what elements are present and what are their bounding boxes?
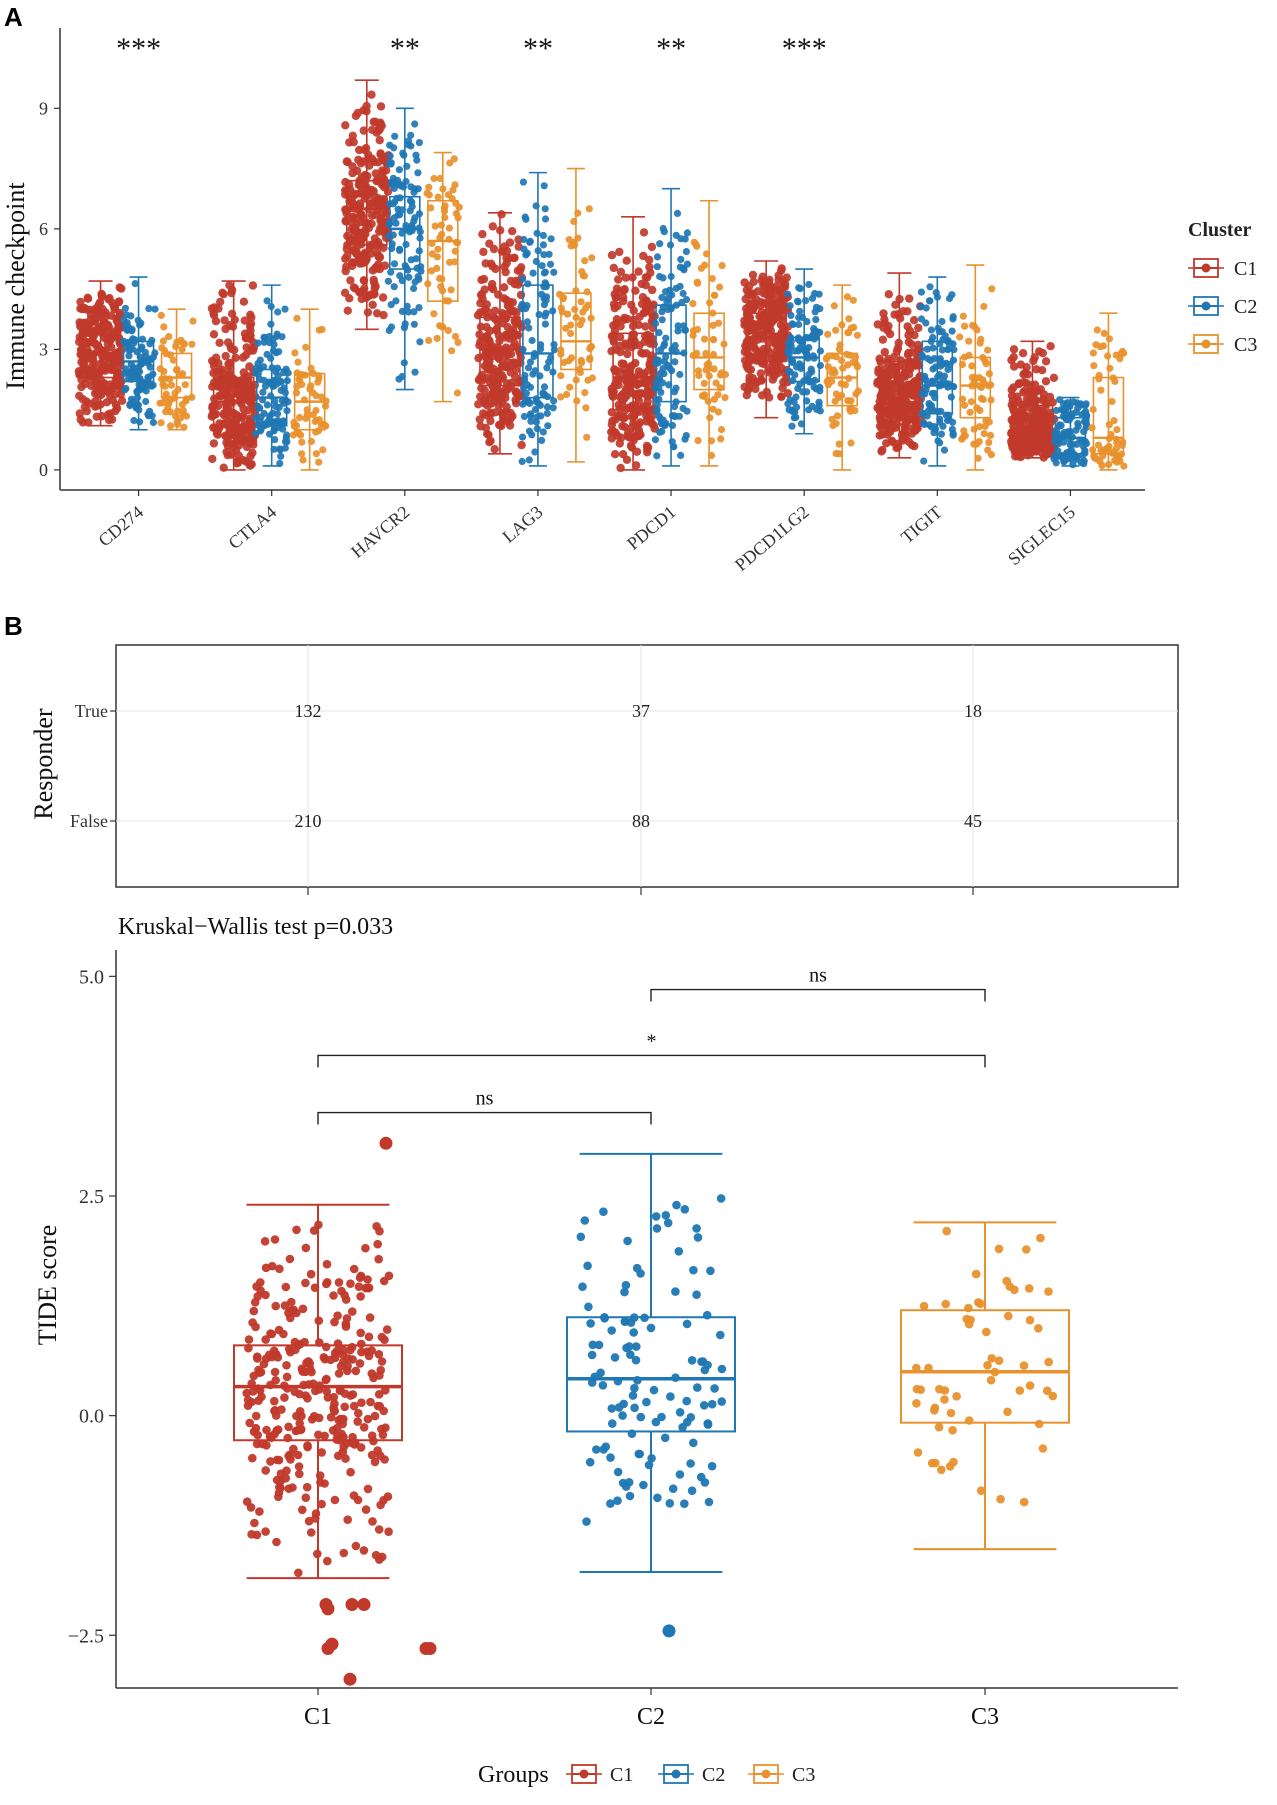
panel-b-legend: Groups C1 C2 C3 [478,1762,815,1788]
panel-a-significance: *** [782,32,827,65]
panel-b-ytick-label: 2.5 [79,1186,104,1208]
panel-a-significance: ** [656,32,686,65]
panel-a-significance: ** [390,32,420,65]
panel-b-xtick-label: C2 [637,1704,665,1730]
panel-a-significance: *** [116,32,161,65]
legend-b-label: C1 [610,1764,633,1786]
panel-a-points-C2-PDCD1LG2 [784,280,825,430]
legend-b-item-C1: C1 [566,1764,633,1786]
legend-b-item-C2: C2 [658,1764,725,1786]
panel-a-points-C3-CTLA4 [289,314,330,466]
panel-a-box [560,292,592,371]
panel-b-box [566,1316,736,1433]
panel-b-comparison: * [317,1030,986,1068]
panel-b-ytick-label: 5.0 [79,966,104,988]
panel-a-ytick-label: 3 [39,339,48,359]
panel-b-table-cell: 88 [632,811,650,831]
panel-b-table-row-label: False [70,811,108,831]
panel-b-ytick-label: −2.5 [68,1625,104,1647]
panel-a-box [921,340,954,415]
panel-b-table-cell: 210 [295,811,322,831]
panel-b-comparison-label: ns [809,965,827,987]
panel-b-table: True 132 37 18 False 210 88 45 [70,644,1179,895]
panel-a-box [479,316,521,387]
panel-a-label: A [4,2,23,32]
panel-a-ytick-label: 6 [39,219,48,239]
panel-b-table-ylabel: Responder [29,708,58,820]
panel-a-box [788,336,820,383]
panel-a-significance: ** [523,32,553,65]
panel-a-box [612,332,654,411]
panel-a-points-C3-TIGIT [956,285,996,462]
panel-b-comparison: ns [317,1088,652,1125]
panel-a-ytick-label: 0 [39,460,48,480]
panel-a-points-C3-PDCD1 [689,238,730,460]
panel-b-comparison-label: ns [476,1088,494,1110]
panel-b-subtitle: Kruskal−Wallis test p=0.033 [118,914,393,940]
panel-b-table-cell: 45 [964,811,982,831]
panel-b-points-C2 [576,1194,727,1526]
panel-b-points-C3 [912,1226,1058,1507]
legend-a-item-C3: C3 [1188,334,1257,356]
panel-a-points-C1-TIGIT [873,290,926,456]
panel-b-table-cell: 18 [964,701,982,721]
panel-a-box [1054,416,1087,455]
panel-a-legend: Cluster C1 C2 C3 [1188,219,1257,356]
panel-a-points-C1-LAG3 [473,210,527,454]
panel-a-ytick-label: 9 [39,98,48,118]
panel-b-box [900,1309,1070,1424]
panel-b-table-cell: 37 [632,701,650,721]
legend-b-label: C2 [702,1764,725,1786]
panel-a-legend-title: Cluster [1188,219,1251,241]
panel-a-points-C2-CD274 [120,280,159,427]
panel-b-outliers-C1 [319,1136,437,1686]
panel-b-label: B [4,611,23,641]
panel-b-comparison: ns [650,965,986,1002]
panel-b-xtick-label: C1 [304,1704,332,1730]
legend-a-item-C2: C2 [1188,296,1257,318]
panel-b-legend-title: Groups [478,1762,549,1788]
panel-a-box [1092,376,1125,455]
panel-a-box [346,179,388,246]
panel-a-box [826,352,858,407]
legend-a-item-C1: C1 [1188,258,1257,280]
panel-b-table-cell: 132 [295,701,322,721]
panel-a-points-C1-HAVCR2 [340,90,393,320]
legend-b-label: C3 [792,1764,815,1786]
panel-b-ylabel: TIDE score [33,1225,62,1346]
legend-a-label: C2 [1234,296,1257,318]
legend-b-item-C3: C3 [748,1764,815,1786]
panel-a-box [389,195,421,270]
panel-b-table-row-label: True [75,701,108,721]
panel-b-xtick-label: C3 [971,1704,999,1730]
panel-b-outliers-C2 [662,1624,676,1638]
panel-b-comparison-label: * [647,1030,657,1052]
panel-b-table-frame [115,644,1179,888]
panel-b-points-C1 [242,1220,394,1578]
panel-b-box [233,1344,403,1442]
legend-a-label: C1 [1234,258,1257,280]
panel-b-boxplot: −2.5 0.0 2.5 5.0 C1 C2 C3 ns * ns [68,950,1178,1730]
panel-a-ylabel: Immune checkpoint [1,182,30,390]
panel-a-box [959,356,992,419]
panel-a-box [1011,404,1054,447]
panel-a-box [693,312,725,391]
panel-b-ytick-label: 0.0 [79,1406,104,1428]
legend-a-label: C3 [1234,334,1257,356]
panel-a-box [427,199,459,302]
panel-a-box [878,360,921,411]
panel-a-box [160,352,193,399]
panel-a-box [522,284,554,399]
panel-a-points-C2-HAVCR2 [384,120,425,383]
